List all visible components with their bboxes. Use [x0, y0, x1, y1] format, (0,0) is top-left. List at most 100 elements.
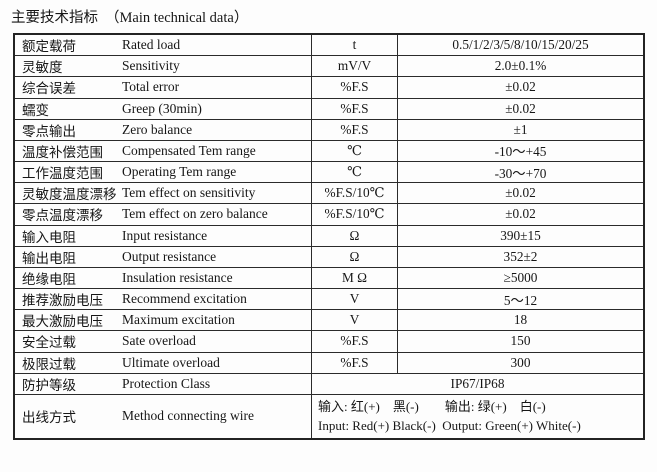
parameter-name-cn: 输入电阻	[22, 229, 76, 245]
row-insulation-resistance: 绝缘电阻 Insulation resistance M Ω ≥5000	[15, 266, 643, 289]
parameter-name-cn: 绝缘电阻	[22, 271, 76, 287]
row-output-resistance: 输出电阻 Output resistance Ω 352±2	[15, 245, 643, 267]
value-cell: 390±15	[397, 225, 643, 246]
wiring-line-en: Input: Red(+) Black(-) Output: Green(+) …	[318, 418, 581, 434]
value-cell: 5～12	[397, 289, 643, 310]
row-rated-load: 额定载荷 Rated load t 0.5/1/2/3/5/8/10/15/20/…	[15, 35, 643, 56]
unit-cell: %F.S	[311, 98, 397, 119]
parameter-name-en: Operating Tem range	[122, 164, 237, 180]
unit-cell: t	[311, 35, 397, 56]
page-title-cn: 主要技术指标	[11, 10, 98, 26]
wiring-detail-cell: 输入: 红(+) 黑(-) 输出: 绿(+) 白(-) Input: Red(+…	[311, 394, 643, 438]
row-operating-temp-range: 工作温度范围 Operating Tem range ℃ -30～+70	[15, 161, 643, 183]
value-cell: ±0.02	[397, 98, 643, 119]
parameter-name-cn: 安全过载	[22, 335, 76, 351]
row-ultimate-overload: 极限过载 Ultimate overload %F.S 300	[15, 351, 643, 373]
parameter-name-cn: 综合误差	[22, 81, 76, 97]
parameter-cell: 输入电阻 Input resistance	[15, 226, 311, 246]
row-wiring-method: 出线方式 Method connecting wire 输入: 红(+) 黑(-)…	[15, 393, 643, 438]
value-cell: 18	[397, 310, 643, 331]
parameter-name-en: Total error	[122, 79, 180, 95]
row-total-error: 综合误差 Total error %F.S ±0.02	[15, 76, 643, 98]
parameter-name-en: Maximum excitation	[122, 312, 235, 328]
unit-cell: ℃	[311, 162, 397, 183]
parameter-name-en: Compensated Tem range	[122, 142, 256, 158]
row-creep: 蠕变 Greep (30min) %F.S ±0.02	[15, 97, 643, 119]
unit-cell: %F.S	[311, 331, 397, 352]
unit-cell: Ω	[311, 246, 397, 267]
wiring-line-cn: 输入: 红(+) 黑(-) 输出: 绿(+) 白(-)	[318, 398, 546, 414]
parameter-name-en: Rated load	[122, 37, 181, 53]
parameter-cell: 综合误差 Total error	[15, 77, 311, 97]
row-recommend-excitation: 推荐激励电压 Recommend excitation V 5～12	[15, 288, 643, 310]
parameter-name-cn: 额定载荷	[22, 39, 76, 55]
row-maximum-excitation: 最大激励电压 Maximum excitation V 18	[15, 309, 643, 331]
parameter-name-en: Tem effect on sensitivity	[122, 185, 256, 201]
value-cell: 150	[397, 331, 643, 352]
parameter-cell: 最大激励电压 Maximum excitation	[15, 310, 311, 330]
unit-cell: %F.S	[311, 119, 397, 140]
parameter-cell: 出线方式 Method connecting wire	[15, 395, 311, 438]
value-cell: -30～+70	[397, 162, 643, 183]
parameter-name-cn: 出线方式	[22, 410, 76, 426]
unit-cell: V	[311, 310, 397, 331]
parameter-name-cn: 灵敏度温度漂移	[22, 187, 117, 203]
page-title-en: （Main technical data）	[105, 10, 249, 26]
parameter-name-en: Sate overload	[122, 333, 196, 349]
protection-class-value-cell: IP67/IP68	[311, 373, 643, 394]
value-cell: ±0.02	[397, 183, 643, 204]
parameter-name-en: Output resistance	[122, 248, 217, 264]
value-cell: -10～+45	[397, 140, 643, 162]
value-cell: 352±2	[397, 246, 643, 267]
row-zero-balance: 零点输出 Zero balance %F.S ±1	[15, 118, 643, 140]
parameter-name-cn: 极限过载	[22, 356, 76, 372]
parameter-cell: 额定载荷 Rated load	[15, 35, 311, 55]
parameter-name-cn: 工作温度范围	[22, 166, 103, 182]
row-temp-effect-zero: 零点温度漂移 Tem effect on zero balance %F.S/10…	[15, 203, 643, 225]
parameter-cell: 防护等级 Protection Class	[15, 374, 311, 394]
row-protection-class: 防护等级 Protection Class IP67/IP68	[15, 372, 643, 394]
unit-cell: %F.S	[311, 77, 397, 98]
value-cell: 2.0±0.1%	[397, 56, 643, 77]
unit-cell: V	[311, 289, 397, 310]
unit-cell: mV/V	[311, 56, 397, 77]
parameter-name-en: Protection Class	[122, 375, 211, 391]
parameter-name-en: Sensitivity	[122, 58, 180, 74]
parameter-name-en: Tem effect on zero balance	[122, 206, 268, 222]
parameter-name-cn: 灵敏度	[22, 60, 63, 76]
parameter-cell: 极限过载 Ultimate overload	[15, 353, 311, 373]
row-temp-effect-sensitivity: 灵敏度温度漂移 Tem effect on sensitivity %F.S/10…	[15, 182, 643, 204]
parameter-cell: 绝缘电阻 Insulation resistance	[15, 268, 311, 288]
parameter-cell: 温度补偿范围 Compensated Tem range	[15, 141, 311, 161]
unit-cell: %F.S/10℃	[311, 204, 397, 225]
parameter-name-cn: 输出电阻	[22, 250, 76, 266]
parameter-cell: 推荐激励电压 Recommend excitation	[15, 289, 311, 309]
parameter-cell: 输出电阻 Output resistance	[15, 247, 311, 267]
row-sensitivity: 灵敏度 Sensitivity mV/V 2.0±0.1%	[15, 55, 643, 77]
row-input-resistance: 输入电阻 Input resistance Ω 390±15	[15, 224, 643, 246]
parameter-name-cn: 推荐激励电压	[22, 293, 103, 309]
parameter-name-en: Zero balance	[122, 121, 193, 137]
unit-cell: ℃	[311, 140, 397, 162]
page-title: 主要技术指标 （Main technical data）	[11, 6, 248, 27]
parameter-name-cn: 防护等级	[22, 377, 76, 393]
value-cell: ≥5000	[397, 267, 643, 289]
unit-cell: %F.S	[311, 352, 397, 373]
value-cell: ±1	[397, 119, 643, 140]
unit-cell: M Ω	[311, 267, 397, 289]
parameter-name-en: Recommend excitation	[122, 291, 247, 307]
parameter-name-cn: 零点温度漂移	[22, 208, 103, 224]
value-cell: ±0.02	[397, 204, 643, 225]
unit-cell: Ω	[311, 225, 397, 246]
parameter-cell: 灵敏度温度漂移 Tem effect on sensitivity	[15, 183, 311, 203]
parameter-cell: 工作温度范围 Operating Tem range	[15, 162, 311, 182]
parameter-name-en: Input resistance	[122, 227, 208, 243]
parameter-cell: 零点输出 Zero balance	[15, 120, 311, 140]
parameter-name-en: Ultimate overload	[122, 354, 220, 370]
value-cell: ±0.02	[397, 77, 643, 98]
value-cell: 300	[397, 352, 643, 373]
parameter-name-cn: 温度补偿范围	[22, 144, 103, 160]
row-safe-overload: 安全过载 Sate overload %F.S 150	[15, 330, 643, 352]
value-cell: 0.5/1/2/3/5/8/10/15/20/25	[397, 35, 643, 56]
parameter-name-en: Insulation resistance	[122, 269, 233, 285]
